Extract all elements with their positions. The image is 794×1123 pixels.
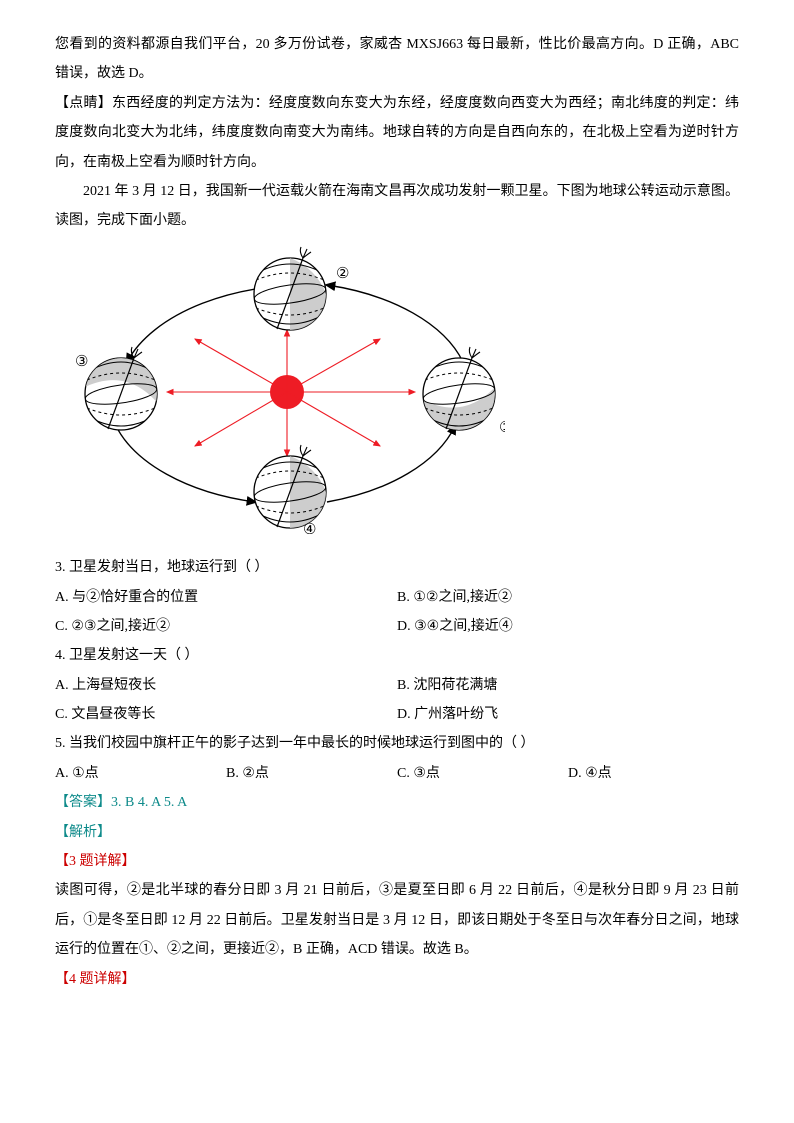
q3-stem: 3. 卫星发射当日，地球运行到（ ） (55, 553, 739, 582)
q4-optD: D. 广州落叶纷飞 (397, 700, 739, 729)
q4-optC: C. 文昌昼夜等长 (55, 700, 397, 729)
q3-optB: B. ①②之间,接近② (397, 583, 739, 612)
q4-optA: A. 上海昼短夜长 (55, 671, 397, 700)
q5-optA: A. ①点 (55, 759, 226, 788)
answer-line: 【答案】3. B 4. A 5. A (55, 788, 739, 817)
label-1: ① (499, 420, 505, 436)
paragraph-2: 【点睛】东西经度的判定方法为：经度度数向东变大为东经，经度度数向西变大为西经；南… (55, 89, 739, 177)
label-2: ② (336, 266, 349, 282)
q3-optC: C. ②③之间,接近② (55, 612, 397, 641)
q5-optD: D. ④点 (568, 759, 739, 788)
q3-optD: D. ③④之间,接近④ (397, 612, 739, 641)
globe-right (422, 347, 501, 436)
q5-stem: 5. 当我们校园中旗杆正午的影子达到一年中最长的时候地球运行到图中的（ ） (55, 729, 739, 758)
q4-stem: 4. 卫星发射这一天（ ） (55, 641, 739, 670)
analysis-head: 【解析】 (55, 818, 739, 847)
q5-optC: C. ③点 (397, 759, 568, 788)
label-3: ③ (75, 354, 88, 370)
globe-left (84, 347, 164, 430)
q4-optB: B. 沈阳荷花满塘 (397, 671, 739, 700)
q3-optA: A. 与②恰好重合的位置 (55, 583, 397, 612)
orbit-diagram: ② ③ (75, 244, 739, 545)
context-paragraph: 2021 年 3 月 12 日，我国新一代运载火箭在海南文昌再次成功发射一颗卫星… (55, 177, 739, 236)
detail4-title: 【4 题详解】 (55, 965, 739, 994)
detail3-title: 【3 题详解】 (55, 847, 739, 876)
globe-top (253, 247, 327, 333)
orbit-svg: ② ③ (75, 244, 505, 534)
globe-bottom (253, 445, 327, 531)
paragraph-1: 您看到的资料都源自我们平台，20 多万份试卷，家威杏 MXSJ663 每日最新，… (55, 30, 739, 89)
q5-optB: B. ②点 (226, 759, 397, 788)
label-4: ④ (303, 522, 316, 534)
detail3-body: 读图可得，②是北半球的春分日即 3 月 21 日前后，③是夏至日即 6 月 22… (55, 876, 739, 964)
